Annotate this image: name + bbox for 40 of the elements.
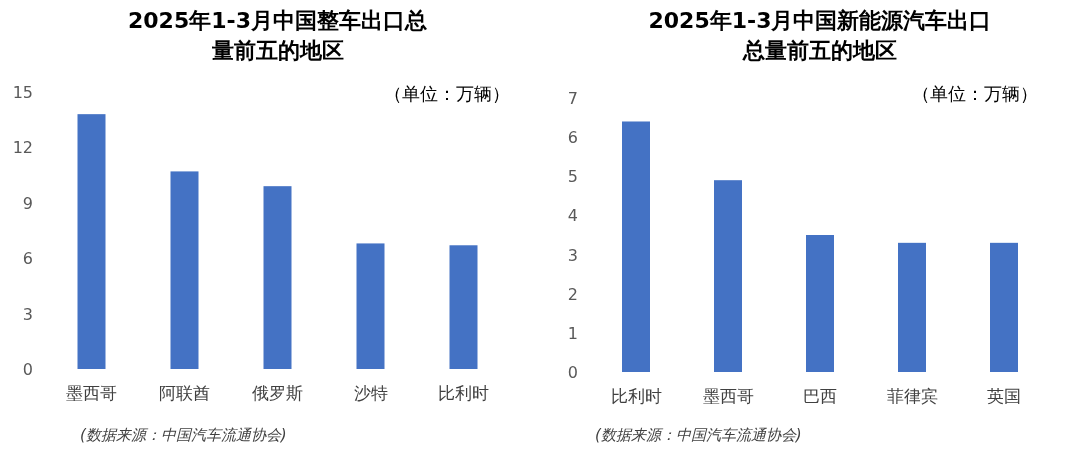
y-tick-label: 9 [22,193,33,213]
x-tick-label: 英国 [987,386,1021,406]
bar [990,242,1018,372]
y-tick-label: 1 [567,323,578,343]
text: (数据来源：中国汽车流通协会) [80,426,287,444]
bar [622,121,650,372]
y-tick-label: 0 [567,363,578,382]
chart-title: 2025年1-3月中国新能源汽车出口总量前五的地区 [647,7,993,65]
text: (数据来源：中国汽车流通协会) [595,426,802,444]
x-tick-label: 沙特 [353,383,388,403]
x-tick-label: 墨西哥 [66,383,117,403]
y-tick-label: 12 [12,138,33,158]
x-tick-label: 巴西 [803,386,837,406]
x-tick-label: 菲律宾 [886,386,938,406]
bar [449,245,478,369]
bar [356,243,385,369]
x-tick-label: 比利时 [610,386,662,406]
bar [714,180,742,372]
y-tick-label: 3 [22,304,33,324]
bar [263,186,292,369]
chart-title: 2025年1-3月中国整车出口总量前五的地区 [127,7,428,65]
y-tick-label: 6 [22,249,33,269]
bar [898,242,926,372]
y-tick-label: 5 [567,167,578,187]
bar [806,235,834,372]
annotation: （单位：万辆） [384,83,510,104]
bar [77,114,106,369]
x-tick-label: 墨西哥 [702,386,754,406]
bar [170,171,199,369]
y-tick-label: 15 [12,83,33,102]
x-tick-label: 阿联酋 [159,383,210,403]
annotation: （单位：万辆） [912,83,1038,104]
x-tick-label: 俄罗斯 [252,383,303,403]
x-tick-label: 比利时 [438,383,489,403]
y-tick-label: 0 [22,360,33,379]
y-tick-label: 2 [567,284,578,304]
y-tick-label: 3 [567,245,578,265]
y-tick-label: 4 [567,206,578,226]
y-tick-label: 7 [567,89,578,108]
y-tick-label: 6 [567,128,578,148]
